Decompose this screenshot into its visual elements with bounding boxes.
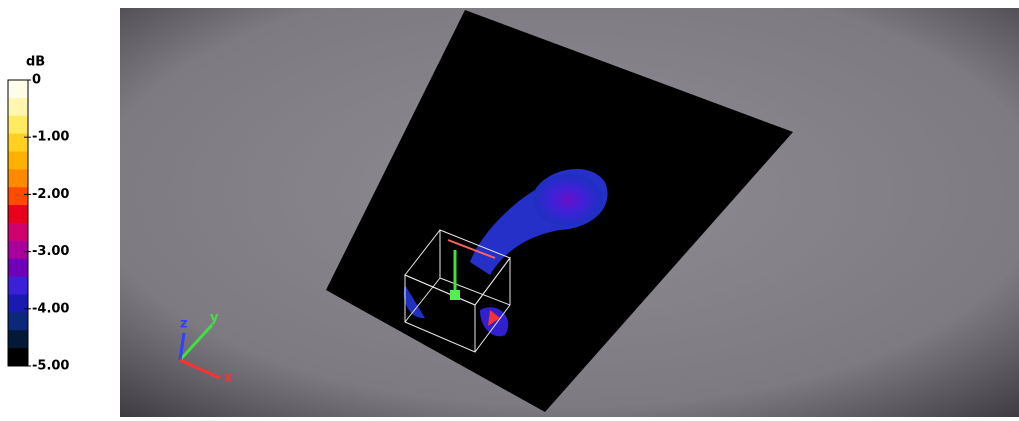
colorbar-tick-label: -5.00 [32, 359, 69, 374]
colorbar-band [8, 115, 28, 135]
element [450, 290, 460, 300]
field-spot [488, 310, 500, 326]
colorbar-band [8, 330, 28, 349]
colorbar-band [8, 151, 28, 170]
colorbar-title: dB [26, 55, 45, 70]
colorbar-band [8, 348, 28, 367]
axis-label: y [210, 311, 219, 326]
colorbar-band [8, 240, 28, 260]
colorbar-tick-label: -2.00 [32, 187, 69, 202]
colorbar-frame [7, 79, 29, 367]
colorbar-band [8, 223, 28, 242]
colorbar-tick-label: 0 [32, 73, 41, 88]
axes-triad: z y x [178, 311, 233, 386]
colorbar: dB 0 -1.00 -2.00 -3.00 -4.00 -5.00 [7, 55, 69, 374]
colorbar-band [8, 97, 28, 117]
colorbar-band [8, 187, 28, 206]
axis-label: x [224, 371, 233, 386]
colorbar-tick-label: -4.00 [32, 301, 69, 316]
colorbar-band [8, 294, 28, 313]
colorbar-tick-label: -3.00 [32, 244, 69, 259]
colorbar-band [8, 169, 28, 188]
colorbar-band [8, 276, 28, 295]
colorbar-band [8, 133, 28, 152]
colorbar-tick-label: -1.00 [32, 130, 69, 145]
colorbar-band [8, 258, 28, 278]
colorbar-band [8, 80, 28, 99]
axis-label: z [180, 317, 188, 332]
field-spot [403, 285, 425, 319]
colorbar-band [8, 205, 28, 224]
colorbar-band [8, 312, 28, 331]
field-peak [533, 174, 603, 226]
element [447, 239, 496, 259]
